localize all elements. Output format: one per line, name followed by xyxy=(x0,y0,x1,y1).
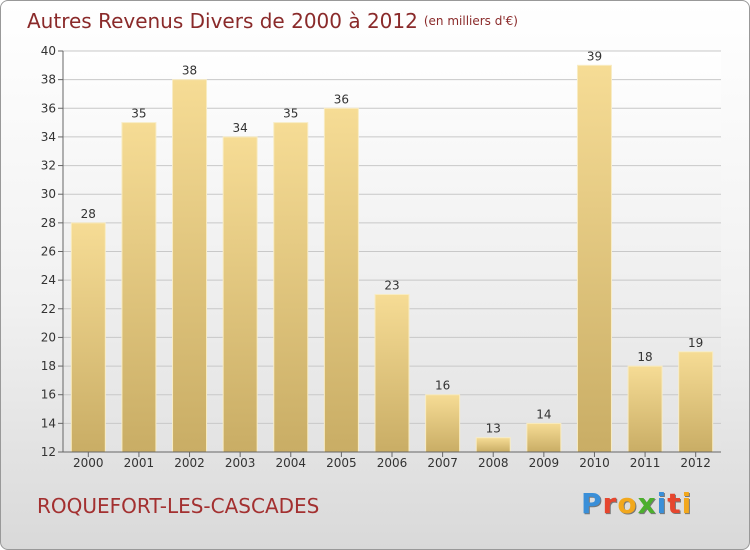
y-tick-label: 34 xyxy=(41,130,56,144)
bar xyxy=(526,422,562,453)
bar xyxy=(172,79,208,453)
bar-value-label: 35 xyxy=(283,107,298,121)
logo-letter: r xyxy=(602,487,618,520)
bar-value-label: 19 xyxy=(688,336,703,350)
y-tick-label: 38 xyxy=(41,73,56,87)
x-tick-label: 2007 xyxy=(427,456,458,470)
x-tick-label: 2003 xyxy=(225,456,256,470)
y-tick-label: 36 xyxy=(41,101,56,115)
x-tick-label: 2005 xyxy=(326,456,357,470)
bar-value-label: 23 xyxy=(384,278,399,292)
x-tick-label: 2011 xyxy=(630,456,661,470)
x-tick-label: 2002 xyxy=(174,456,205,470)
y-tick-label: 24 xyxy=(41,273,56,287)
bar xyxy=(273,122,309,453)
bar-value-label: 14 xyxy=(536,407,551,421)
bar xyxy=(627,365,663,453)
y-tick-label: 20 xyxy=(41,330,56,344)
bar xyxy=(576,64,612,453)
x-tick-label: 2000 xyxy=(73,456,104,470)
x-tick-label: 2004 xyxy=(275,456,306,470)
bar xyxy=(678,351,714,453)
bar-value-label: 28 xyxy=(81,207,96,221)
bar-value-label: 36 xyxy=(334,92,349,106)
chart-title-text: Autres Revenus Divers de 2000 à 2012 xyxy=(27,9,418,33)
chart-unit: (en milliers d'€) xyxy=(423,14,518,28)
bar-value-label: 35 xyxy=(131,107,146,121)
bar xyxy=(121,122,157,453)
bar-value-label: 16 xyxy=(435,379,450,393)
bar-value-label: 13 xyxy=(486,422,501,436)
bar xyxy=(323,107,359,453)
bar xyxy=(374,293,410,453)
logo-letter: i xyxy=(656,487,668,520)
bar xyxy=(222,136,258,453)
logo-letter: i xyxy=(681,487,693,520)
bar-value-label: 39 xyxy=(587,49,602,63)
logo-letter: P xyxy=(581,487,603,520)
bar xyxy=(70,222,106,453)
commune-name: ROQUEFORT-LES-CASCADES xyxy=(37,494,320,518)
y-tick-label: 22 xyxy=(41,302,56,316)
chart-title: Autres Revenus Divers de 2000 à 2012 (en … xyxy=(27,9,518,33)
y-tick-label: 26 xyxy=(41,245,56,259)
logo-letter: o xyxy=(617,487,638,520)
y-tick-label: 14 xyxy=(41,416,56,430)
bar-value-label: 34 xyxy=(233,121,248,135)
y-tick-label: 32 xyxy=(41,159,56,173)
y-tick-label: 18 xyxy=(41,359,56,373)
y-tick-label: 40 xyxy=(41,44,56,58)
x-tick-label: 2012 xyxy=(680,456,711,470)
bar-value-label: 38 xyxy=(182,64,197,78)
y-tick-label: 28 xyxy=(41,216,56,230)
y-tick-label: 30 xyxy=(41,187,56,201)
x-tick-label: 2010 xyxy=(579,456,610,470)
y-tick-label: 16 xyxy=(41,388,56,402)
x-tick-label: 2001 xyxy=(124,456,155,470)
logo-letter: x xyxy=(637,487,657,520)
proxiti-logo: Proxiti xyxy=(581,487,692,520)
bar-value-label: 18 xyxy=(637,350,652,364)
x-tick-label: 2008 xyxy=(478,456,509,470)
x-tick-label: 2009 xyxy=(529,456,560,470)
bar xyxy=(475,437,511,453)
y-tick-label: 12 xyxy=(41,445,56,459)
logo-letter: t xyxy=(667,487,682,520)
bar xyxy=(425,394,461,453)
x-tick-label: 2006 xyxy=(377,456,408,470)
